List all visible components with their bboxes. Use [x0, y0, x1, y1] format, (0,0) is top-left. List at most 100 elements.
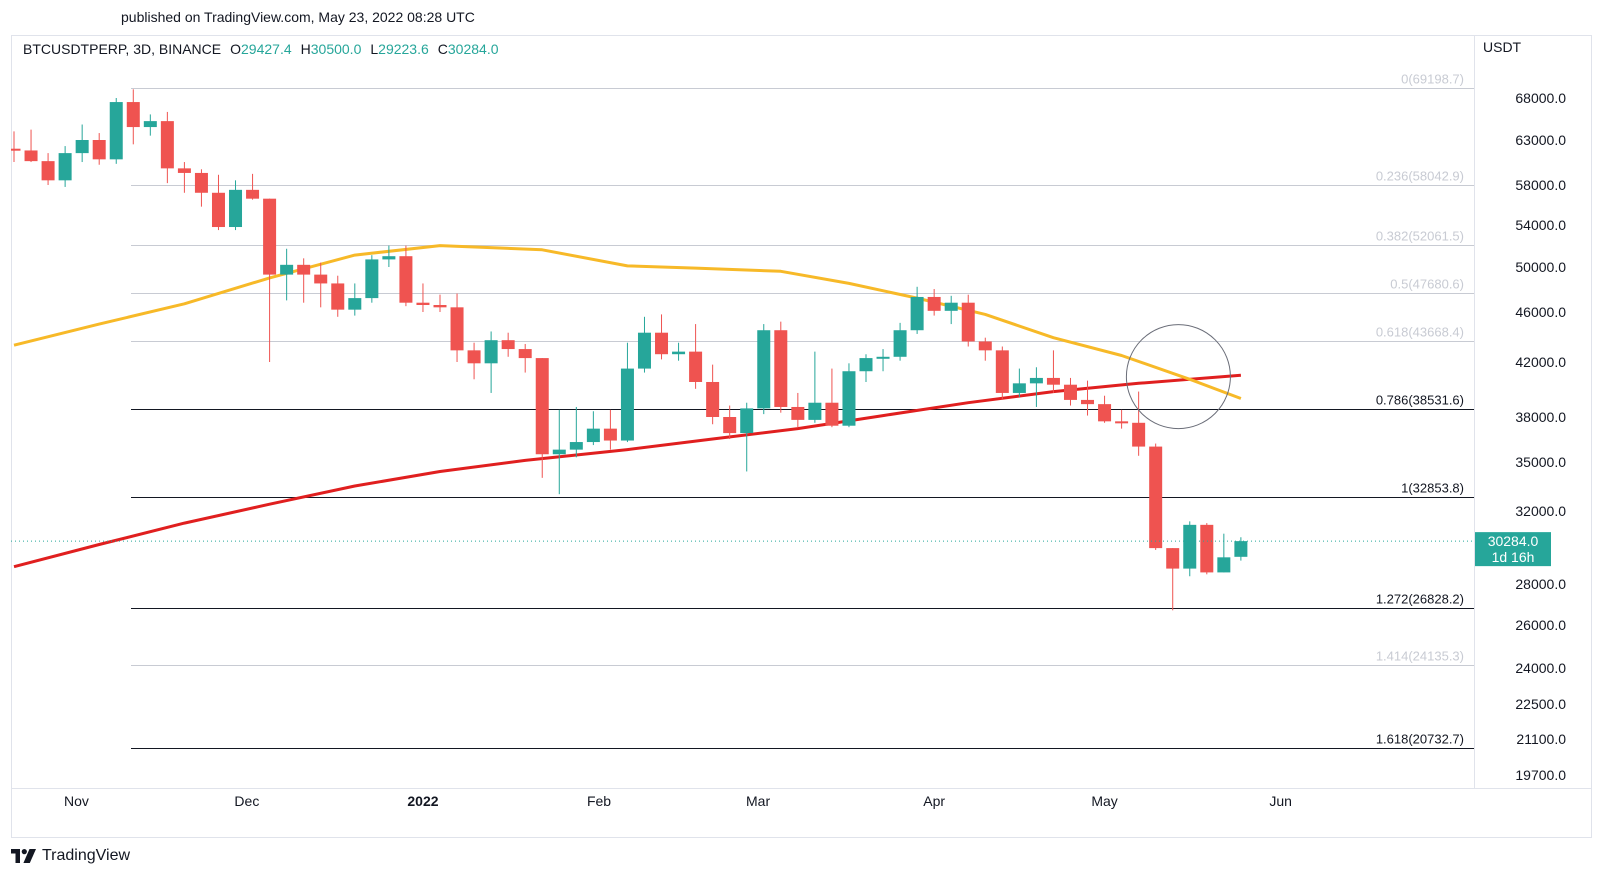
- candle-body: [1012, 383, 1026, 393]
- candle-48: [808, 351, 822, 423]
- candle-body: [1098, 404, 1112, 422]
- candle-body: [126, 102, 140, 128]
- x-tick-label: Jun: [1269, 793, 1292, 809]
- x-tick-label: Apr: [923, 793, 945, 809]
- ma-fast-layer: [13, 244, 1242, 400]
- price-axis[interactable]: 19700.0 21100.0 22500.0 24000.0 26000.0 28000…: [1515, 90, 1566, 783]
- candle-58: [978, 337, 992, 361]
- candle-body: [24, 150, 38, 162]
- fib-label-0.382: 0.382(52061.5): [1376, 229, 1464, 244]
- open-label: O: [230, 41, 241, 57]
- candle-body: [484, 340, 498, 364]
- candle-18: [297, 258, 311, 303]
- candle-body: [552, 449, 566, 455]
- candle-body: [467, 350, 481, 364]
- candle-10: [160, 111, 174, 184]
- candle-body: [382, 256, 396, 260]
- candle-50: [842, 363, 856, 428]
- candle-body: [11, 148, 21, 151]
- time-axis[interactable]: Nov Dec 2022 Feb Mar Apr May Jun: [64, 793, 1292, 809]
- candle-32: [535, 358, 549, 478]
- candle-72: [1217, 533, 1231, 573]
- candle-body: [92, 140, 106, 160]
- candle-43: [723, 405, 737, 440]
- fib-label-0.618: 0.618(43668.4): [1376, 325, 1464, 340]
- candle-body: [774, 330, 788, 407]
- candles: [11, 89, 1248, 611]
- fib-label-1.618: 1.618(20732.7): [1376, 732, 1464, 747]
- candle-body: [1166, 548, 1180, 569]
- y-tick-label: 46000.0: [1515, 304, 1566, 320]
- candle-body: [603, 428, 617, 441]
- candle-body: [1132, 422, 1146, 447]
- candle-47: [791, 392, 805, 428]
- candle-69: [1166, 548, 1180, 611]
- candle-body: [331, 283, 345, 310]
- tradingview-footer[interactable]: TradingView: [11, 847, 130, 865]
- chart-frame[interactable]: 0(69198.7) 0.236(58042.9) 0.382(52061.5) 0.…: [11, 35, 1592, 838]
- candle-61: [1029, 367, 1043, 407]
- candle-28: [467, 342, 481, 380]
- candle-body: [177, 168, 191, 173]
- fib-label-1.414: 1.414(24135.3): [1376, 649, 1464, 664]
- candle-body: [910, 296, 924, 331]
- candle-9: [143, 114, 157, 136]
- candle-30: [501, 332, 515, 357]
- y-tick-label: 63000.0: [1515, 132, 1566, 148]
- candle-15: [246, 173, 260, 200]
- y-tick-label: 68000.0: [1515, 90, 1566, 106]
- candle-67: [1132, 391, 1146, 456]
- close-label: C: [438, 41, 448, 57]
- candle-14: [229, 180, 243, 231]
- candle-body: [569, 442, 583, 450]
- candle-7: [109, 98, 123, 164]
- candle-24: [399, 245, 413, 307]
- candle-body: [808, 402, 822, 420]
- chart-border: [11, 35, 1592, 838]
- candle-59: [995, 346, 1009, 400]
- last-price-tag: [1475, 532, 1551, 567]
- candle-body: [655, 332, 669, 355]
- candle-27: [450, 293, 464, 362]
- low-label: L: [370, 41, 378, 57]
- candle-body: [399, 256, 413, 303]
- candle-body: [194, 172, 208, 193]
- candle-68: [1149, 443, 1163, 550]
- candle-64: [1081, 380, 1095, 416]
- candle-22: [365, 255, 379, 303]
- candle-body: [1234, 541, 1248, 557]
- annotation-layer: [1125, 324, 1231, 430]
- low-value: 29223.6: [378, 41, 429, 57]
- candle-53: [893, 322, 907, 361]
- candle-body: [280, 264, 294, 275]
- candle-body: [723, 417, 737, 434]
- candle-5: [75, 124, 89, 163]
- candle-49: [825, 368, 839, 428]
- high-label: H: [301, 41, 311, 57]
- candle-body: [876, 356, 890, 359]
- candle-29: [484, 331, 498, 393]
- candle-73: [1234, 537, 1248, 561]
- y-tick-label: 54000.0: [1515, 217, 1566, 233]
- candle-3: [41, 153, 55, 185]
- candle-66: [1115, 409, 1129, 429]
- candle-21: [348, 283, 362, 316]
- fib-label-1.272: 1.272(26828.2): [1376, 592, 1464, 607]
- last-price-value: 30284.0: [1488, 533, 1539, 549]
- x-tick-label: Mar: [746, 793, 770, 809]
- candle-body: [535, 358, 549, 455]
- ma-slow-line: [13, 373, 1242, 569]
- y-tick-label: 38000.0: [1515, 409, 1566, 425]
- candle-52: [876, 349, 890, 372]
- candle-71: [1200, 523, 1214, 575]
- candle-body: [41, 161, 55, 181]
- candle-body: [1046, 377, 1060, 385]
- x-tick-label: Nov: [64, 793, 89, 809]
- y-tick-label: 26000.0: [1515, 617, 1566, 633]
- open-value: 29427.4: [241, 41, 292, 57]
- close-value: 30284.0: [448, 41, 499, 57]
- candle-body: [229, 189, 243, 228]
- candle-body: [109, 102, 123, 160]
- y-tick-label: 50000.0: [1515, 259, 1566, 275]
- candle-body: [825, 402, 839, 426]
